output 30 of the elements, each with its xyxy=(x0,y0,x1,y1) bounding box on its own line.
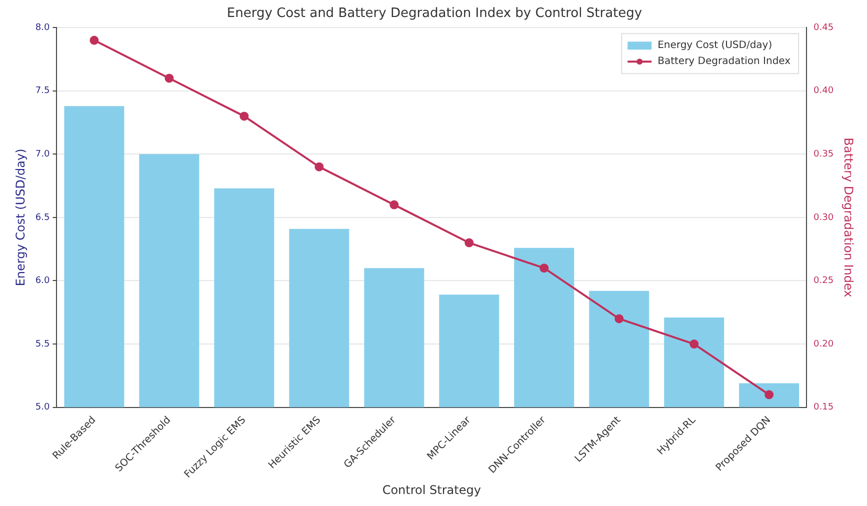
legend-label: Battery Degradation Index xyxy=(658,56,791,68)
y2-tick-label: 0.25 xyxy=(814,276,834,286)
y2-tick-label: 0.40 xyxy=(814,86,834,96)
x-axis-title: Control Strategy xyxy=(382,482,481,497)
point xyxy=(314,162,324,172)
chart-title: Energy Cost and Battery Degradation Index by Control Strategy xyxy=(226,6,642,22)
y-tick-label: 5.5 xyxy=(35,339,50,350)
y-tick-label: 6.0 xyxy=(35,276,50,286)
y2-tick-label: 0.20 xyxy=(814,339,834,350)
point xyxy=(90,36,99,45)
legend-label: Energy Cost (USD/day) xyxy=(658,40,772,52)
point xyxy=(164,74,174,83)
y2-axis-title: Battery Degradation Index xyxy=(842,138,856,298)
y-tick-label: 8.0 xyxy=(35,22,50,33)
y-tick-label: 6.5 xyxy=(35,212,50,223)
y2-tick-label: 0.15 xyxy=(814,402,834,413)
point xyxy=(614,314,624,324)
y-axis-title: Energy Cost (USD/day) xyxy=(13,148,28,286)
y2-tick-label: 0.35 xyxy=(814,150,834,160)
point xyxy=(240,112,249,121)
y2-tick-label: 0.30 xyxy=(814,212,834,223)
point xyxy=(540,264,549,273)
y-tick-label: 7.0 xyxy=(35,150,50,160)
y-tick-label: 7.5 xyxy=(35,86,50,96)
point xyxy=(690,340,699,349)
y2-tick-label: 0.45 xyxy=(814,22,834,33)
point xyxy=(764,390,774,400)
point xyxy=(464,238,474,248)
y-tick-label: 5.0 xyxy=(35,402,50,413)
point xyxy=(390,200,399,210)
